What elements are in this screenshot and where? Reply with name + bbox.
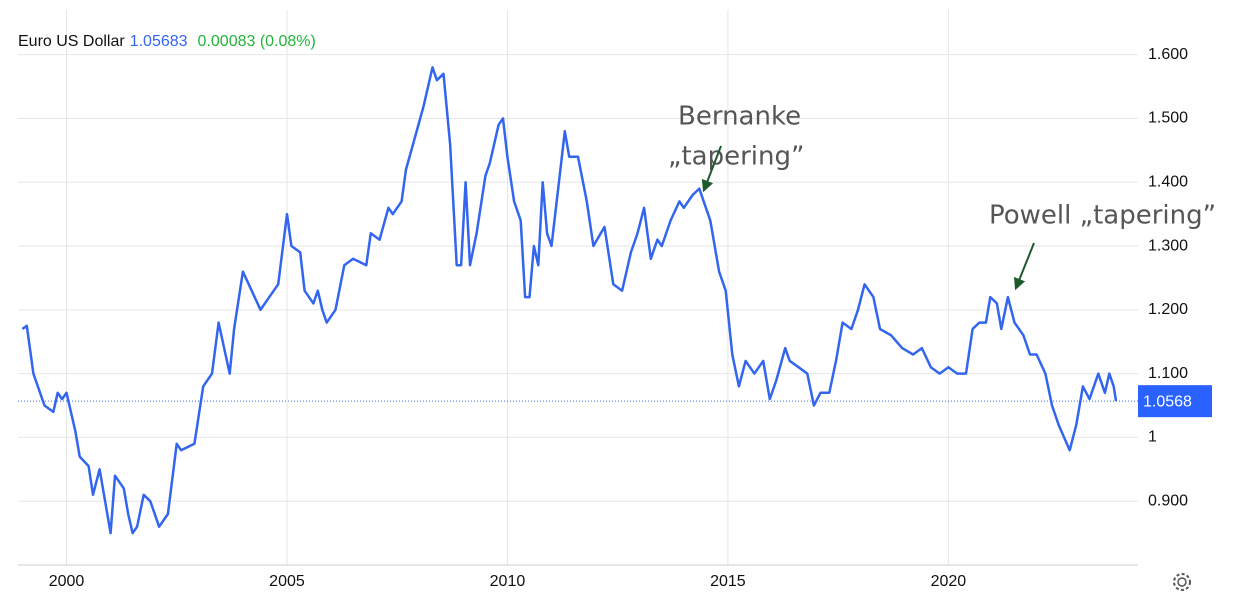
chart-title: Euro US Dollar 1.05683 0.00083 (0.08%) <box>18 33 316 50</box>
y-tick-label: 1.200 <box>1148 301 1188 318</box>
y-tick-label: 0.900 <box>1148 492 1188 509</box>
x-tick-label: 2015 <box>710 573 746 590</box>
x-tick-label: 2020 <box>931 573 967 590</box>
title-name: Euro US Dollar <box>18 33 125 50</box>
annotation: Bernanke <box>678 102 801 132</box>
y-tick-label: 1.600 <box>1148 46 1188 63</box>
y-tick-label: 1.300 <box>1148 237 1188 254</box>
title-change: 0.00083 (0.08%) <box>198 33 316 50</box>
x-tick-label: 2000 <box>49 573 85 590</box>
x-tick-label: 2005 <box>269 573 305 590</box>
y-tick-label: 1 <box>1148 429 1157 446</box>
y-tick-label: 1.400 <box>1148 173 1188 190</box>
current-price-box <box>1138 385 1212 418</box>
price-line <box>21 66 1118 535</box>
x-tick-label: 2010 <box>490 573 526 590</box>
y-tick-label: 1.100 <box>1148 365 1188 382</box>
y-tick-label: 1.500 <box>1148 110 1188 127</box>
annotation: „tapering” <box>668 142 804 172</box>
title-value: 1.05683 <box>130 33 188 50</box>
arrow <box>1013 242 1035 291</box>
annotation: Powell „tapering” <box>989 201 1216 231</box>
plot: 0.900 1 1.100 1.200 1.300 1.400 1.500 1.600 2000… <box>18 10 1212 590</box>
arrow <box>701 145 722 193</box>
settings-icon[interactable] <box>1173 573 1191 591</box>
current-price-label: 1.0568 <box>1143 393 1192 410</box>
